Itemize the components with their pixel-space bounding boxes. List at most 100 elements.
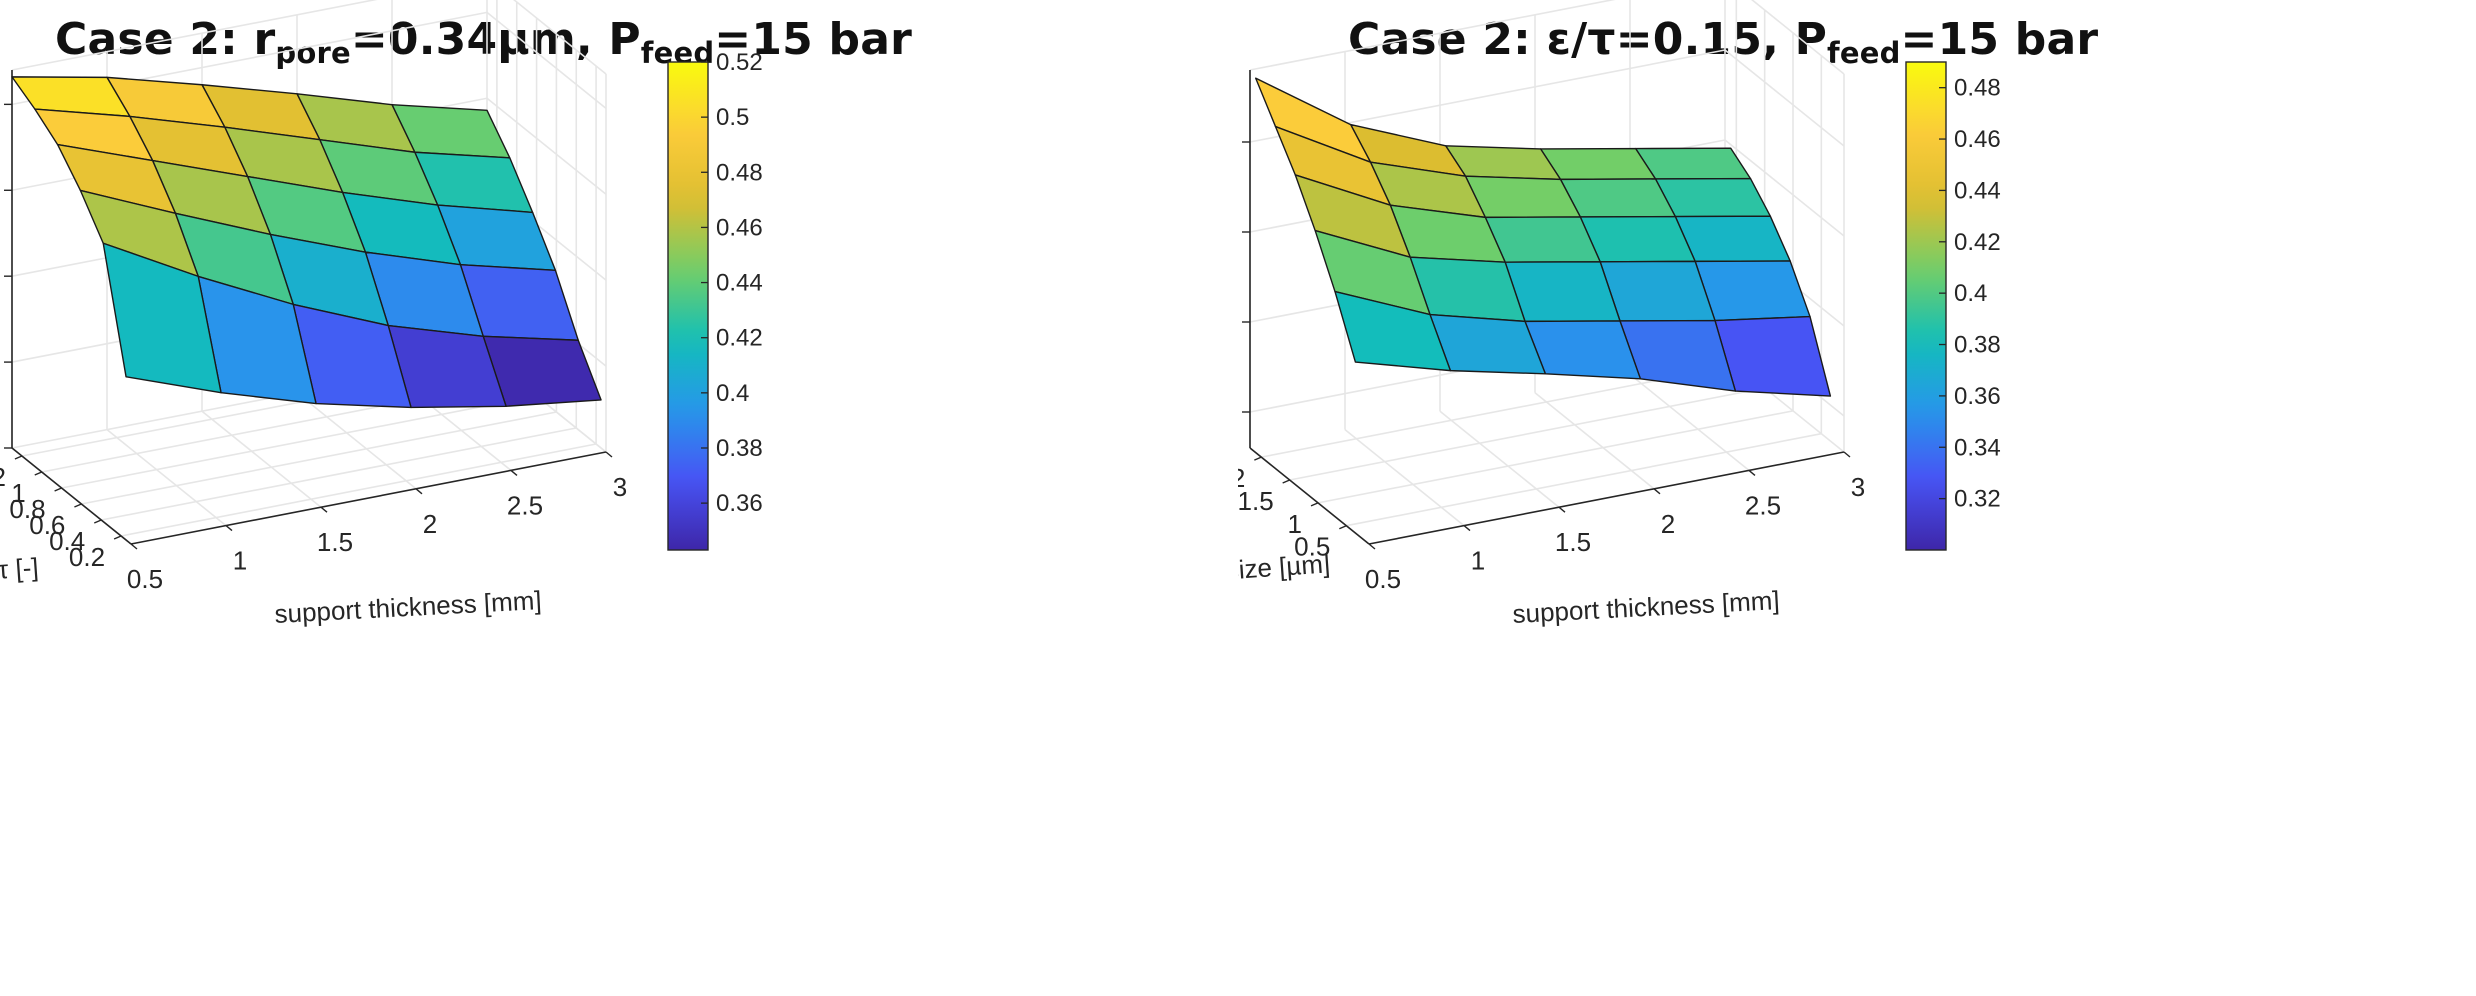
right-surface-plot: Case 2: ε/τ=0.15, Pfeed=15 bar 0.5 1 1.5 2 2…: [1238, 0, 2476, 996]
floor-gridline-y: [101, 427, 577, 521]
y-tick-label: 1: [11, 478, 25, 508]
x-tick-mark: [320, 506, 328, 513]
floor-gridline-x: [1629, 373, 1750, 472]
colorbar-tick-label: 0.48: [1954, 75, 2001, 102]
y-tick-label: 0.2: [69, 542, 105, 572]
x-tick-mark: [130, 543, 138, 550]
x-tick-mark: [1463, 525, 1471, 532]
colorbar-tick-label: 0.34: [1954, 434, 2001, 461]
colorbar-ticks: 0.36 0.38 0.4 0.42 0.44 0.46 0.48 0.5 0.52: [701, 49, 763, 517]
y-tick-mark: [54, 487, 62, 492]
x-tick-label: 2.5: [1745, 490, 1781, 520]
colorbar-ticks: 0.32 0.34 0.36 0.38 0.4 0.42 0.44 0.46 0.48: [1939, 75, 2001, 513]
floor-gridline-x: [201, 410, 322, 508]
x-tick-mark: [605, 451, 613, 458]
y-tick-mark: [93, 519, 102, 524]
colorbar-tick-label: 0.44: [1954, 177, 2001, 204]
y-tick-label: 2: [1238, 463, 1245, 493]
x-tick-mark: [1368, 543, 1376, 550]
y-tick-label: 0.5: [1294, 532, 1330, 562]
box-edge: [512, 0, 607, 75]
side-wall-gridline-z: [1724, 139, 1845, 237]
colorbar-tick-label: 0.4: [716, 380, 749, 407]
y-tick-label: 0.4: [49, 526, 85, 556]
x-tick-label: 1.5: [317, 527, 353, 557]
x-tick-mark: [415, 488, 423, 495]
x-tick-label: 1: [1471, 546, 1485, 576]
left-surface-svg: 0.511.522.530.20.40.60.811.20.30.350.40.…: [0, 0, 763, 629]
colorbar-tick-label: 0.5: [716, 104, 749, 131]
colorbar-tick-label: 0.42: [1954, 229, 2001, 256]
surface-patch: [102, 242, 222, 394]
y-tick-label: 1.2: [0, 462, 6, 492]
surface: [1254, 77, 1832, 397]
colorbar-tick-label: 0.46: [1954, 126, 2001, 153]
x-axis-label: support thickness [mm]: [274, 585, 543, 629]
colorbar-tick-label: 0.44: [716, 270, 763, 297]
x-tick-mark: [510, 469, 518, 476]
colorbar-tick-label: 0.42: [716, 325, 763, 352]
x-tick-mark: [1843, 451, 1851, 458]
y-axis-label: ε/τ [-]: [0, 552, 40, 586]
y-tick-mark: [1339, 525, 1347, 530]
y-tick-label: 1: [1288, 509, 1302, 539]
colorbar-tick-label: 0.38: [716, 435, 763, 462]
y-tick-mark: [1310, 502, 1319, 507]
surface-patch: [1334, 290, 1452, 372]
x-tick-label: 3: [613, 472, 627, 502]
y-axis-label: Pore size [µm]: [1238, 548, 1331, 590]
colorbar-tick-label: 0.36: [716, 490, 763, 517]
colorbar-tick-label: 0.52: [716, 49, 763, 76]
x-tick-label: 0.5: [127, 564, 163, 594]
x-tick-label: 3: [1851, 472, 1865, 502]
box-edge: [1249, 0, 1616, 71]
side-wall-gridline-z: [1724, 49, 1845, 147]
surface: [11, 76, 602, 409]
floor-gridline-y: [61, 395, 537, 489]
y-axis-line: [1249, 447, 1370, 545]
colorbar: [1905, 61, 1947, 551]
floor-gridline-x: [296, 392, 417, 490]
left-surface-plot: Case 2: rpore=0.34µm, Pfeed=15 bar 0.5 1 1…: [0, 0, 912, 629]
x-tick-mark: [1748, 469, 1756, 476]
floor-gridline-y: [1289, 387, 1765, 481]
tick-labels: 0.511.522.530.511.520.30.350.40.45: [1238, 141, 1865, 594]
colorbar-tick-label: 0.48: [716, 159, 763, 186]
colorbar: [667, 61, 709, 551]
floor-gridline-y: [120, 443, 597, 537]
x-axis-line: [1368, 451, 1845, 545]
y-tick-label: 0.6: [29, 510, 65, 540]
colorbar-tick-label: 0.4: [1954, 280, 1987, 307]
y-tick-mark: [1254, 456, 1262, 461]
floor-gridline-x: [1344, 428, 1465, 527]
floor-gridline-y: [1317, 410, 1794, 504]
x-tick-label: 2.5: [507, 490, 543, 520]
colorbar-tick-label: 0.46: [716, 214, 763, 241]
right-plot-title: Case 2: ε/τ=0.15, Pfeed=15 bar: [1348, 14, 2099, 70]
y-tick-label: 1.5: [1238, 486, 1274, 516]
box-edge: [1750, 0, 1845, 75]
floor-gridline-y: [81, 411, 557, 505]
box-edge: [11, 0, 378, 71]
x-tick-mark: [225, 525, 233, 532]
x-tick-label: 2: [1661, 509, 1675, 539]
y-tick-mark: [34, 471, 43, 476]
x-tick-label: 2: [423, 509, 437, 539]
x-tick-label: 1.5: [1555, 527, 1591, 557]
tick-labels: 0.511.522.530.20.40.60.811.20.30.350.40.…: [0, 103, 627, 594]
x-tick-label: 0.5: [1365, 564, 1401, 594]
x-tick-label: 1: [233, 546, 247, 576]
floor-gridline-x: [1439, 410, 1560, 508]
y-tick-mark: [1282, 479, 1290, 484]
x-tick-mark: [1558, 506, 1566, 513]
floor-gridline-x: [106, 428, 227, 527]
x-tick-mark: [1653, 488, 1661, 495]
colorbar-tick-label: 0.36: [1954, 383, 2001, 410]
y-tick-label: 0.8: [9, 494, 45, 524]
colorbar-tick-label: 0.38: [1954, 332, 2001, 359]
colorbar-tick-label: 0.32: [1954, 486, 2001, 513]
x-axis-line: [130, 451, 607, 545]
floor-gridline-y: [1346, 432, 1822, 527]
y-tick-mark: [74, 503, 82, 508]
side-wall-gridline-z: [486, 97, 607, 195]
